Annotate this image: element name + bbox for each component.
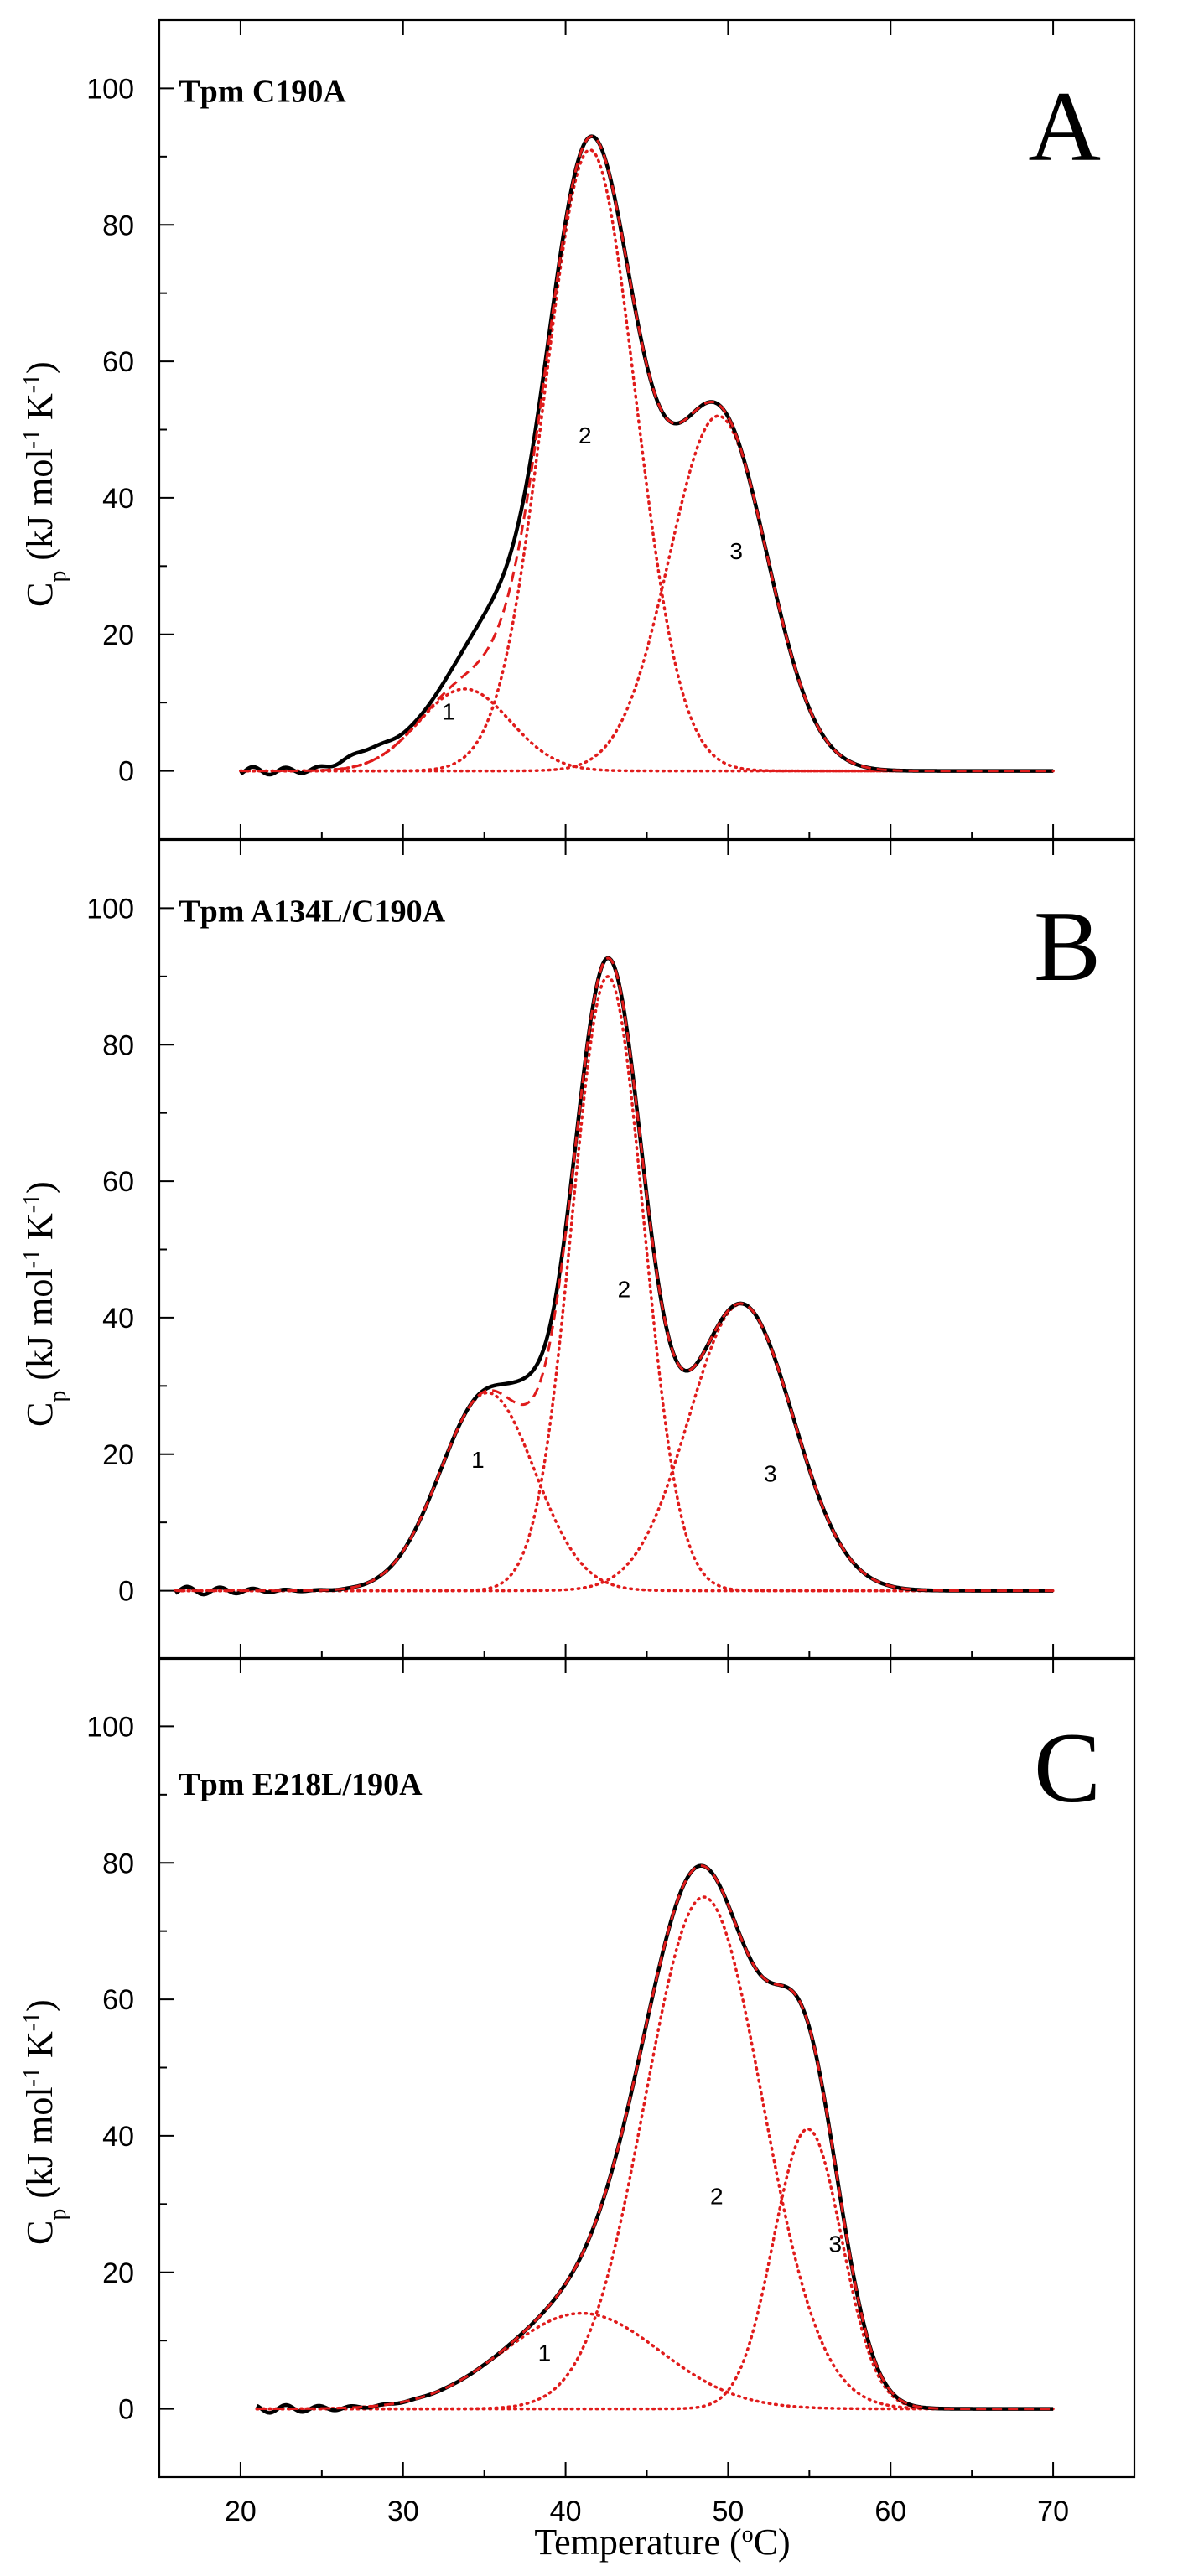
component-3-curve <box>255 2127 1055 2411</box>
peak-label-3: 3 <box>829 2231 843 2257</box>
x-axis-title-main: Temperature ( <box>534 2522 741 2563</box>
y-axis-title-exp2: -1 <box>19 2012 45 2031</box>
component-1-curve <box>239 687 1055 773</box>
component-3-curve <box>239 414 1055 773</box>
y-tick-label: 40 <box>102 483 134 515</box>
y-tick-label: 60 <box>102 1166 134 1198</box>
y-axis-title-units: (kJ mol <box>19 448 60 560</box>
y-axis-title-exp1: -1 <box>19 2067 45 2086</box>
y-axis-title-units: (kJ mol <box>19 1268 60 1380</box>
y-axis-title-close: ) <box>19 1181 60 1194</box>
y-tick-label: 40 <box>102 2121 134 2153</box>
y-axis-title-base: C <box>19 583 60 607</box>
peak-label-3: 3 <box>729 538 743 564</box>
measured-curve <box>174 956 1054 1597</box>
x-tick-label: 30 <box>387 2496 419 2527</box>
y-axis-title-close: ) <box>19 361 60 374</box>
component-2-curve <box>255 1895 1055 2411</box>
y-axis-title-exp2: -1 <box>19 1194 45 1213</box>
component-2-curve <box>174 974 1055 1593</box>
y-axis-title-exp2: -1 <box>19 374 45 393</box>
x-axis-title-degree: o <box>742 2522 754 2547</box>
x-tick-label: 60 <box>874 2496 906 2527</box>
panel-c: 0 20 40 60 80 100 20 30 40 50 60 70 Tpm E218L/190A C C… <box>19 1656 1136 2527</box>
y-tick-label: 60 <box>102 346 134 378</box>
y-tick-label: 80 <box>102 1848 134 1879</box>
y-axis-title-exp1: -1 <box>19 429 45 448</box>
y-axis-title-base: C <box>19 1402 60 1427</box>
component-2-curve <box>239 148 1055 773</box>
y-tick-label: 20 <box>102 619 134 651</box>
x-tick-label: 50 <box>713 2496 745 2527</box>
y-axis-title-base: C <box>19 2221 60 2245</box>
peak-label-2: 2 <box>710 2183 724 2209</box>
x-axis-title-unit: C) <box>754 2522 791 2563</box>
component-3-curve <box>174 1302 1055 1593</box>
y-axis-title-k: K <box>19 1213 60 1249</box>
y-axis-title-close: ) <box>19 1999 60 2012</box>
peak-label-2: 2 <box>618 1276 631 1302</box>
peak-label-1: 1 <box>442 699 455 725</box>
y-axis-title-sub: p <box>45 2209 71 2221</box>
y-tick-label: 0 <box>118 756 134 788</box>
y-axis-title-sub: p <box>45 1391 71 1402</box>
total-fit-curve <box>257 1864 1054 2411</box>
y-axis-title-exp1: -1 <box>19 1249 45 1268</box>
measured-curve <box>256 1863 1054 2415</box>
y-axis-title: Cp(kJ mol-1 K-1) <box>19 1999 71 2245</box>
y-tick-label: 60 <box>102 1984 134 2016</box>
y-tick-label: 100 <box>86 1711 134 1743</box>
y-tick-label: 40 <box>102 1303 134 1335</box>
panel-title: Tpm C190A <box>179 75 346 110</box>
peak-label-3: 3 <box>764 1460 777 1486</box>
y-axis-title: Cp(kJ mol-1 K-1) <box>19 1181 71 1427</box>
measured-curve <box>239 134 1054 777</box>
y-tick-label: 20 <box>102 1439 134 1471</box>
total-fit-curve <box>175 956 1054 1593</box>
peak-label-1: 1 <box>538 2340 552 2366</box>
plot-frame <box>158 18 1136 841</box>
component-1-curve <box>255 2311 1055 2411</box>
y-axis-title-units: (kJ mol <box>19 2086 60 2198</box>
panel-title: Tpm E218L/190A <box>179 1767 423 1802</box>
panel-letter: C <box>1034 1712 1101 1823</box>
y-tick-label: 20 <box>102 2257 134 2289</box>
panel-letter: A <box>1028 70 1101 182</box>
x-tick-label: 70 <box>1037 2496 1069 2527</box>
y-tick-label: 0 <box>118 2394 134 2426</box>
y-tick-label: 80 <box>102 210 134 241</box>
x-tick-label: 40 <box>550 2496 582 2527</box>
x-axis-title: Temperature (oC) <box>534 2522 790 2563</box>
panel-letter: B <box>1034 890 1101 1002</box>
panel-title: Tpm A134L/C190A <box>179 894 445 930</box>
peak-label-1: 1 <box>471 1447 485 1473</box>
y-tick-label: 80 <box>102 1029 134 1061</box>
y-axis-title-sub: p <box>45 571 71 583</box>
y-tick-label: 100 <box>86 73 134 105</box>
y-axis-title-k: K <box>19 393 60 429</box>
x-tick-label: 20 <box>225 2496 257 2527</box>
y-axis-title-k: K <box>19 2031 60 2067</box>
y-tick-label: 0 <box>118 1576 134 1608</box>
component-1-curve <box>174 1391 1055 1593</box>
peak-label-2: 2 <box>579 422 592 448</box>
y-tick-label: 100 <box>86 893 134 925</box>
y-axis-title: Cp(kJ mol-1 K-1) <box>19 361 71 607</box>
total-fit-curve <box>240 135 1054 773</box>
